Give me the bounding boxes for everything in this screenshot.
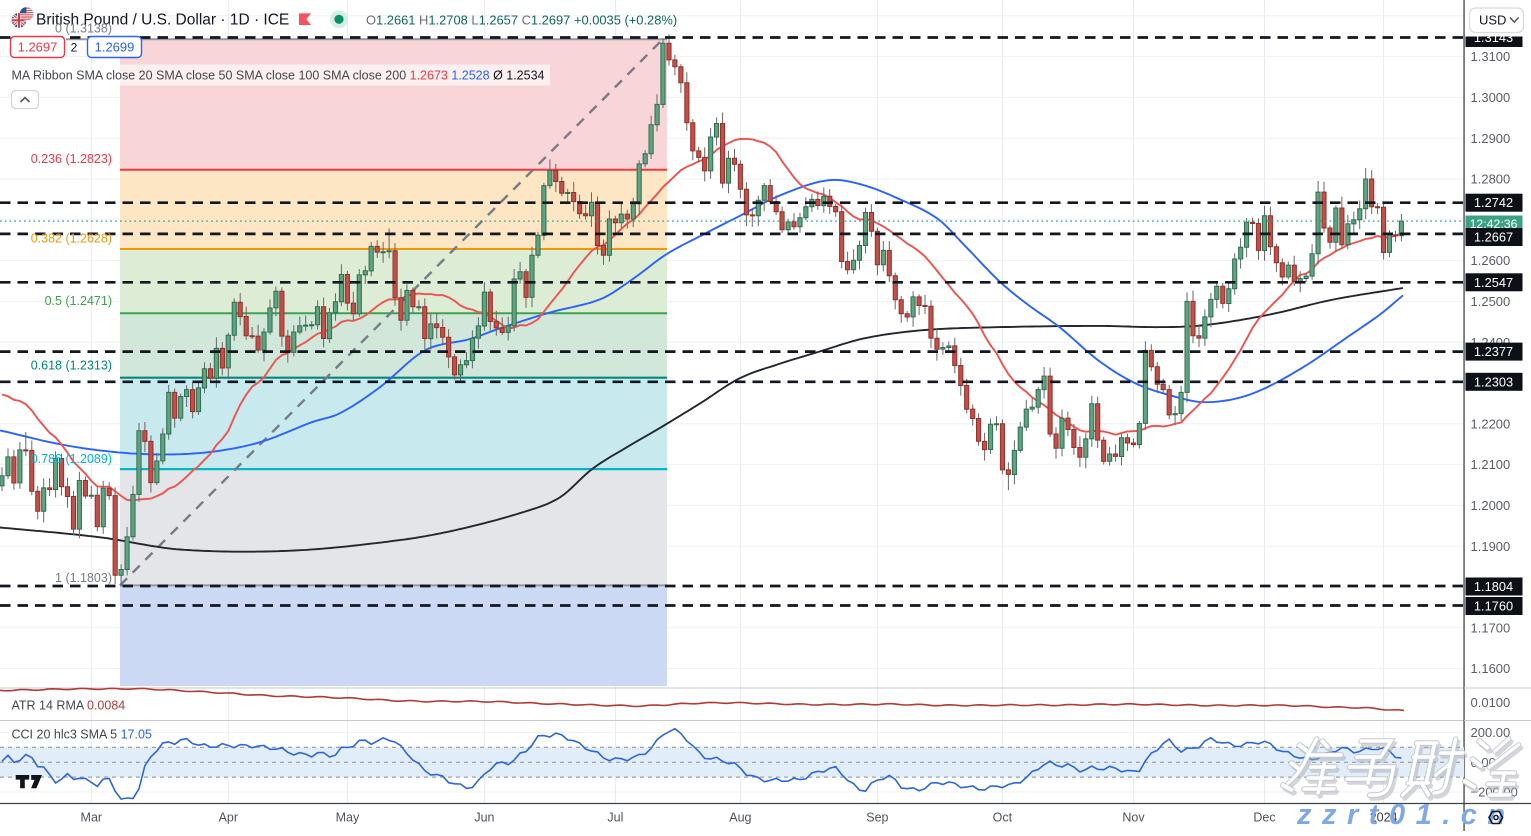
- svg-text:zzrt01.cn: zzrt01.cn: [1296, 799, 1516, 831]
- svg-text:May: May: [336, 810, 360, 824]
- svg-text:Oct: Oct: [993, 810, 1013, 824]
- svg-text:1.1760: 1.1760: [1474, 599, 1513, 614]
- svg-text:0 (1.3138): 0 (1.3138): [55, 21, 112, 35]
- svg-text:1.2900: 1.2900: [1471, 131, 1511, 146]
- svg-text:O1.2661 H1.2708 L1.2657 C1.269: O1.2661 H1.2708 L1.2657 C1.2697 +0.0035 …: [366, 12, 677, 27]
- svg-text:1.3000: 1.3000: [1471, 90, 1511, 105]
- svg-text:Dec: Dec: [1253, 810, 1275, 824]
- svg-text:0.236 (1.2823): 0.236 (1.2823): [31, 152, 112, 166]
- svg-text:1.2667: 1.2667: [1474, 230, 1513, 245]
- svg-text:1.1600: 1.1600: [1471, 661, 1511, 676]
- svg-text:Mar: Mar: [81, 810, 103, 824]
- svg-text:1 (1.1803): 1 (1.1803): [55, 571, 112, 585]
- svg-text:1.1900: 1.1900: [1471, 539, 1511, 554]
- svg-text:200.00: 200.00: [1471, 725, 1511, 740]
- svg-text:1.2377: 1.2377: [1474, 344, 1513, 359]
- svg-text:1.3100: 1.3100: [1471, 49, 1511, 64]
- svg-text:Jul: Jul: [607, 810, 623, 824]
- svg-text:1.2742: 1.2742: [1474, 195, 1513, 210]
- svg-text:1.1804: 1.1804: [1474, 579, 1513, 594]
- svg-text:0.618 (1.2313): 0.618 (1.2313): [31, 358, 112, 372]
- svg-text:USD: USD: [1479, 13, 1506, 28]
- svg-text:0.5 (1.2471): 0.5 (1.2471): [45, 294, 112, 308]
- svg-text:0.786 (1.2089): 0.786 (1.2089): [31, 452, 112, 466]
- svg-text:Jun: Jun: [474, 810, 494, 824]
- svg-text:1.2547: 1.2547: [1474, 275, 1513, 290]
- svg-text:1.1700: 1.1700: [1471, 620, 1511, 635]
- svg-text:CCI 20 hlc3 SMA 5 17.05: CCI 20 hlc3 SMA 5 17.05: [12, 728, 152, 742]
- svg-text:1.2500: 1.2500: [1471, 294, 1511, 309]
- svg-text:0.382 (1.2628): 0.382 (1.2628): [31, 231, 112, 245]
- svg-text:1.2600: 1.2600: [1471, 253, 1511, 268]
- svg-text:1.2800: 1.2800: [1471, 172, 1511, 187]
- svg-text:Aug: Aug: [729, 810, 751, 824]
- svg-text:1.2303: 1.2303: [1474, 374, 1513, 389]
- svg-text:1.2000: 1.2000: [1471, 498, 1511, 513]
- svg-text:Nov: Nov: [1122, 810, 1145, 824]
- svg-text:Sep: Sep: [866, 810, 888, 824]
- svg-text:Apr: Apr: [219, 810, 238, 824]
- svg-text:1.2200: 1.2200: [1471, 416, 1511, 431]
- svg-text:MA Ribbon SMA close 20 SMA clo: MA Ribbon SMA close 20 SMA close 50 SMA …: [12, 69, 545, 83]
- svg-text:0.0100: 0.0100: [1471, 695, 1511, 710]
- svg-text:2: 2: [71, 41, 78, 55]
- svg-text:ATR 14 RMA 0.0084: ATR 14 RMA 0.0084: [12, 699, 126, 713]
- svg-text:1.2699: 1.2699: [95, 40, 135, 55]
- svg-text:1.2100: 1.2100: [1471, 457, 1511, 472]
- svg-text:1.2697: 1.2697: [18, 40, 58, 55]
